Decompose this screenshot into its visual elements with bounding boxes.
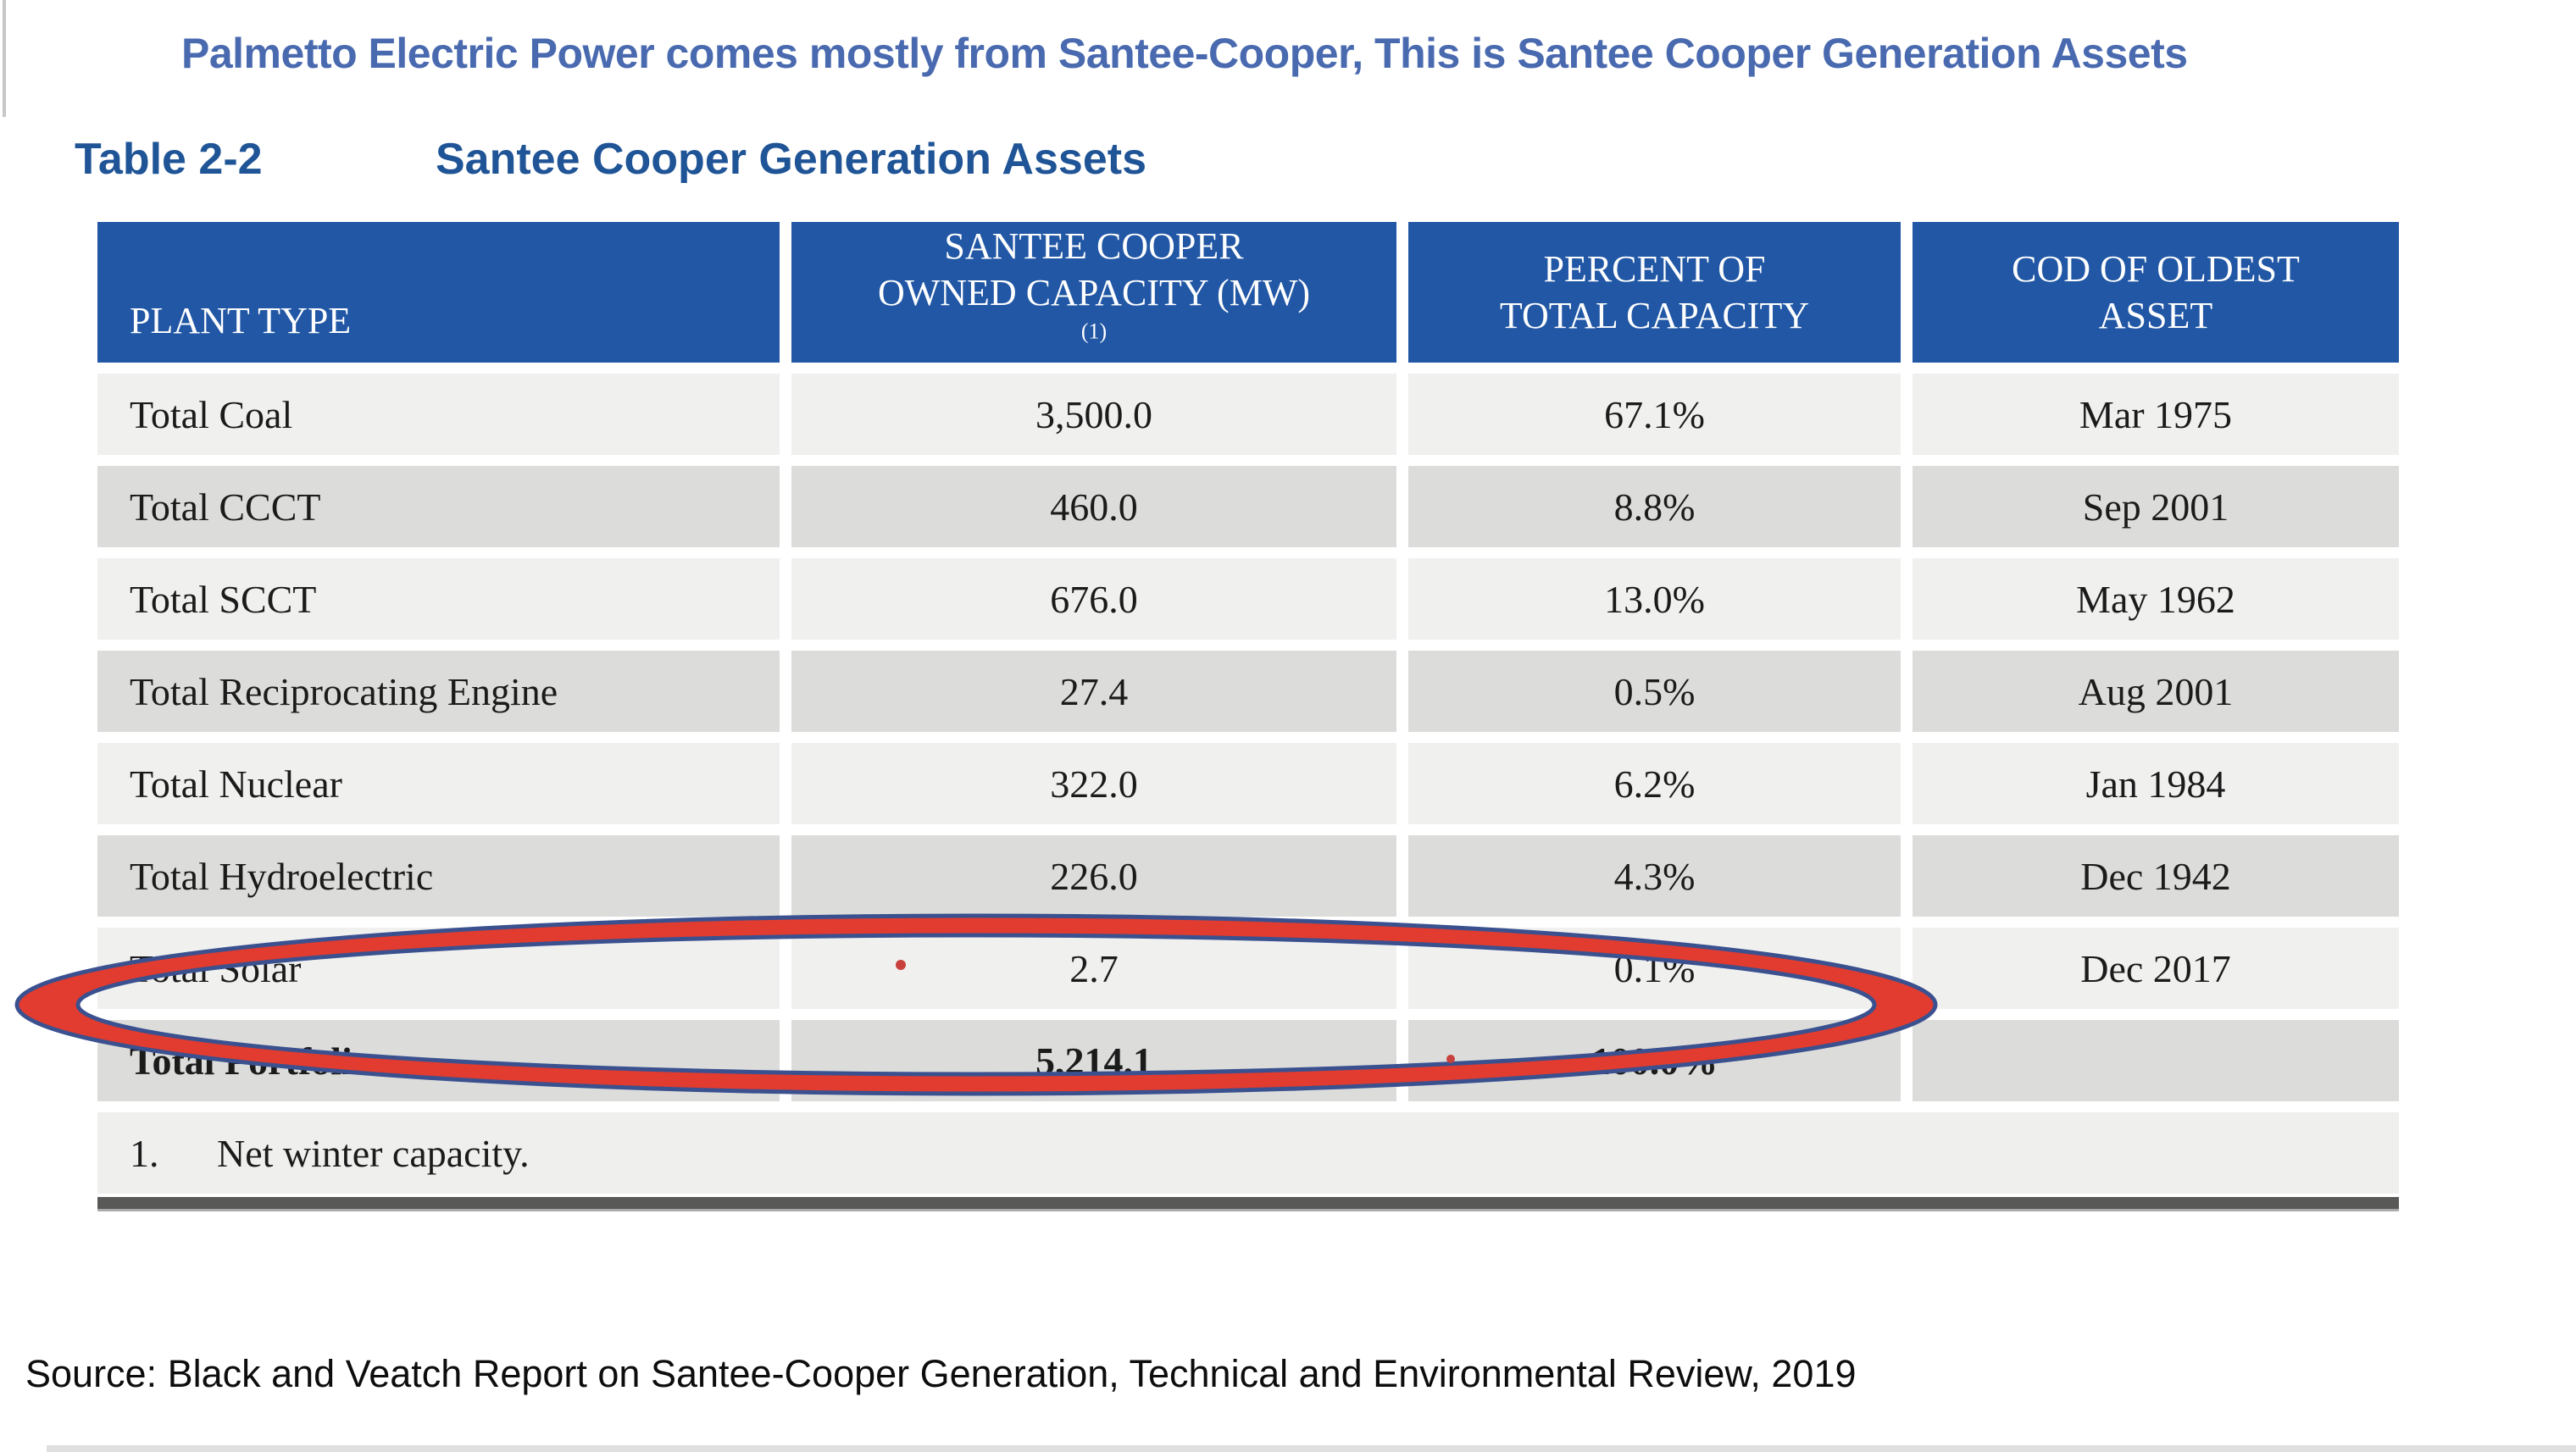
cell-plant-type-total-solar: Total Solar [97, 928, 780, 1009]
cell-cod: Aug 2001 [1913, 651, 2399, 732]
cell-plant-type: Total SCCT [97, 558, 780, 640]
cell-plant-type: Total Nuclear [97, 743, 780, 824]
cell-capacity: 676.0 [791, 558, 1396, 640]
cell-percent: 13.0% [1408, 558, 1901, 640]
cell-cod: May 1962 [1913, 558, 2399, 640]
cell-capacity: 3,500.0 [791, 374, 1396, 455]
cell-cod [1913, 1020, 2399, 1101]
column-header-cod: COD OF OLDEST ASSET [1913, 222, 2399, 363]
page-title: Palmetto Electric Power comes mostly fro… [181, 30, 2188, 77]
table-caption: Table 2-2 Santee Cooper Generation Asset… [75, 134, 1146, 185]
column-header-percent: PERCENT OF TOTAL CAPACITY [1408, 222, 1901, 363]
cell-capacity: 460.0 [791, 466, 1396, 547]
cell-capacity: 27.4 [791, 651, 1396, 732]
cell-capacity: 2.7 [791, 928, 1396, 1009]
cell-plant-type-total-portfolio: Total Portfolio [97, 1020, 780, 1101]
table-caption-label: Table 2-2 [75, 135, 263, 184]
bottom-strip [47, 1445, 2576, 1452]
cell-capacity: 5,214.1 [791, 1020, 1396, 1101]
table-caption-title: Santee Cooper Generation Assets [436, 135, 1146, 184]
cell-cod: Sep 2001 [1913, 466, 2399, 547]
cell-capacity: 226.0 [791, 835, 1396, 917]
cell-percent: 100.0% [1408, 1020, 1901, 1101]
cell-plant-type: Total Coal [97, 374, 780, 455]
cell-percent: 6.2% [1408, 743, 1901, 824]
source-citation: Source: Black and Veatch Report on Sante… [25, 1352, 1857, 1395]
generation-assets-table: PLANT TYPE SANTEE COOPER OWNED CAPACITY … [97, 222, 2399, 1194]
cell-capacity: 322.0 [791, 743, 1396, 824]
cell-percent: 4.3% [1408, 835, 1901, 917]
column-header-plant-type: PLANT TYPE [97, 222, 780, 363]
cell-plant-type: Total Hydroelectric [97, 835, 780, 917]
footnote-number: 1. [130, 1131, 159, 1175]
cell-percent: 8.8% [1408, 466, 1901, 547]
table-footnote: 1. Net winter capacity. [97, 1112, 2399, 1194]
cell-percent: 0.1% [1408, 928, 1901, 1009]
cell-cod: Jan 1984 [1913, 743, 2399, 824]
cell-plant-type: Total CCCT [97, 466, 780, 547]
cell-cod: Dec 1942 [1913, 835, 2399, 917]
cell-percent: 67.1% [1408, 374, 1901, 455]
page-edge-line [3, 0, 6, 117]
cell-percent: 0.5% [1408, 651, 1901, 732]
cell-cod: Dec 2017 [1913, 928, 2399, 1009]
footnote-text: Net winter capacity. [217, 1131, 530, 1175]
table-bottom-bar [97, 1197, 2399, 1211]
footnote-marker: (1) [1080, 318, 1108, 343]
cell-plant-type: Total Reciprocating Engine [97, 651, 780, 732]
column-header-capacity: SANTEE COOPER OWNED CAPACITY (MW)(1) [791, 222, 1396, 363]
cell-cod: Mar 1975 [1913, 374, 2399, 455]
